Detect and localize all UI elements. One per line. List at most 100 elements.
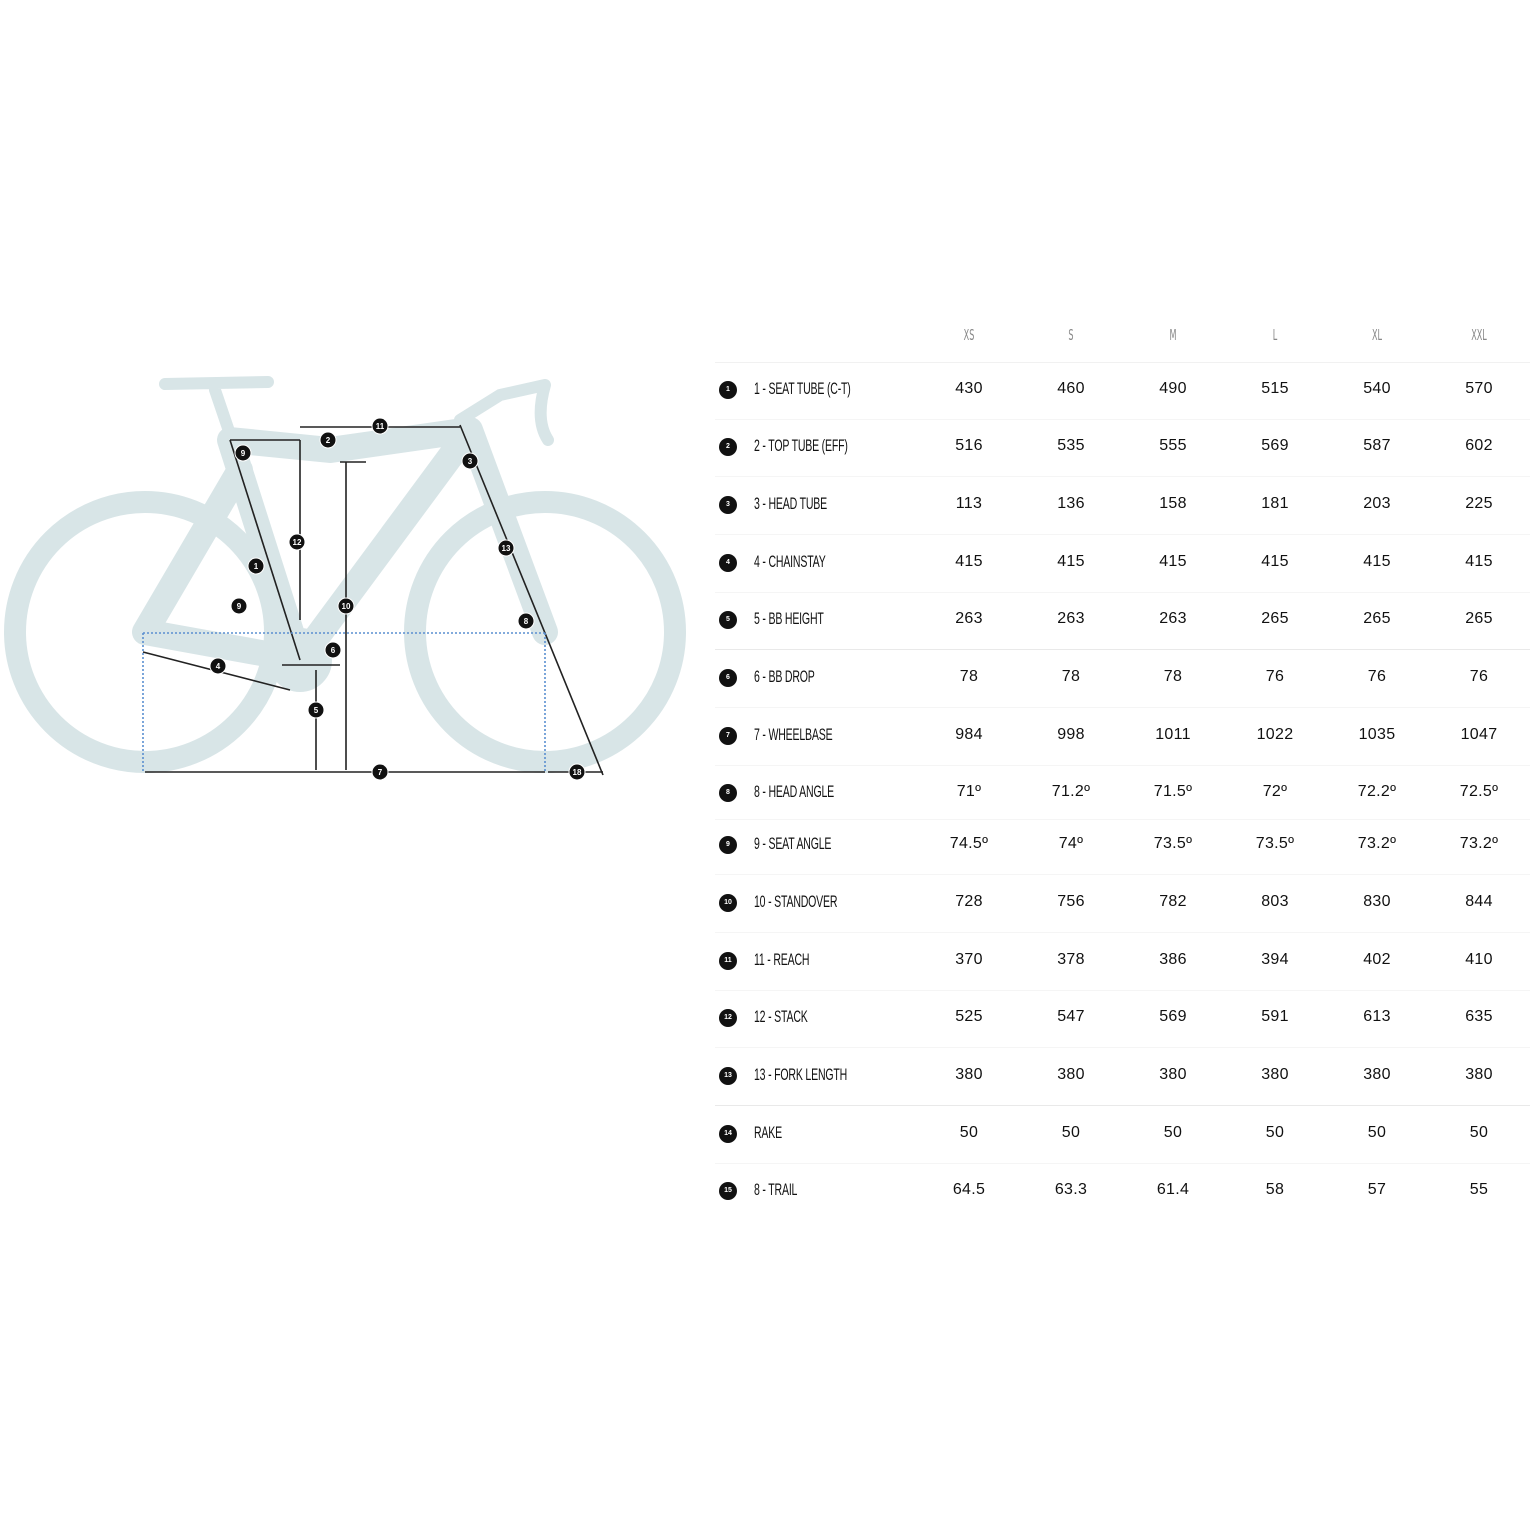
row-divider — [715, 591, 1530, 593]
size-header-xxl: XXL — [1471, 326, 1487, 344]
row-divider — [715, 989, 1530, 991]
table-cell: 569 — [1261, 437, 1289, 454]
table-cell: 515 — [1261, 380, 1289, 397]
table-cell: 50 — [1265, 1124, 1285, 1141]
table-cell: 613 — [1363, 1008, 1391, 1025]
table-cell: 570 — [1465, 380, 1493, 397]
diagram-marker-label: 4 — [216, 662, 221, 671]
table-cell: 225 — [1465, 495, 1493, 512]
table-cell: 50 — [1367, 1124, 1387, 1141]
table-cell: 555 — [1159, 437, 1187, 454]
table-cell: 635 — [1465, 1008, 1493, 1025]
row-number-badge: 10 — [719, 894, 737, 912]
saddle — [159, 376, 274, 446]
table-cell: 55 — [1469, 1181, 1489, 1198]
table-cell: 1022 — [1256, 726, 1294, 743]
diagram-marker-6: 6 — [324, 641, 342, 659]
table-cell: 386 — [1159, 951, 1187, 968]
table-cell: 394 — [1261, 951, 1289, 968]
size-header-s: S — [1068, 326, 1074, 344]
diagram-marker-3: 3 — [461, 452, 479, 470]
row-divider — [715, 707, 1530, 708]
row-divider — [715, 1105, 1530, 1106]
diagram-marker-label: 9 — [237, 602, 242, 611]
table-cell: 50 — [959, 1124, 979, 1141]
row-label: 11 - REACH — [754, 950, 810, 969]
table-cell: 415 — [1465, 553, 1493, 570]
table-cell: 1047 — [1460, 726, 1498, 743]
row-label: 5 - BB HEIGHT — [754, 609, 824, 628]
diagram-marker-label: 2 — [326, 436, 331, 445]
size-header-l: L — [1272, 326, 1278, 344]
row-divider — [715, 1047, 1530, 1048]
diagram-marker-5: 5 — [307, 701, 325, 719]
row-label: 8 - HEAD ANGLE — [754, 782, 834, 801]
table-cell: 158 — [1159, 495, 1187, 512]
table-cell: 63.3 — [1054, 1181, 1088, 1198]
table-cell: 73.5º — [1153, 835, 1193, 852]
row-label: 2 - TOP TUBE (EFF) — [754, 436, 848, 455]
row-divider — [715, 1162, 1530, 1164]
row-divider — [715, 932, 1530, 933]
row-number-badge: 11 — [719, 952, 737, 970]
table-cell: 73.2º — [1357, 835, 1397, 852]
table-cell: 803 — [1261, 893, 1289, 910]
table-cell: 78 — [1163, 668, 1183, 685]
table-cell: 490 — [1159, 380, 1187, 397]
table-cell: 73.5º — [1255, 835, 1295, 852]
row-number-badge: 6 — [719, 669, 737, 687]
row-label: 1 - SEAT TUBE (C-T) — [754, 379, 851, 398]
diagram-marker-label: 3 — [468, 457, 473, 466]
table-cell: 72.5º — [1459, 783, 1499, 800]
table-cell: 415 — [1261, 553, 1289, 570]
table-cell: 1011 — [1155, 726, 1191, 743]
table-cell: 602 — [1465, 437, 1493, 454]
table-cell: 380 — [1465, 1066, 1493, 1083]
table-cell: 61.4 — [1156, 1181, 1190, 1198]
table-cell: 540 — [1363, 380, 1391, 397]
row-number-badge: 3 — [719, 496, 737, 514]
table-cell: 76 — [1367, 668, 1387, 685]
table-cell: 591 — [1261, 1008, 1289, 1025]
table-cell: 57 — [1367, 1181, 1387, 1198]
table-cell: 74º — [1058, 835, 1084, 852]
row-label: 8 - TRAIL — [754, 1180, 798, 1199]
table-cell: 547 — [1057, 1008, 1085, 1025]
frame — [132, 417, 558, 673]
row-number-badge: 12 — [719, 1009, 737, 1027]
table-cell: 50 — [1469, 1124, 1489, 1141]
table-cell: 73.2º — [1459, 835, 1499, 852]
row-divider — [715, 649, 1530, 650]
table-cell: 265 — [1363, 610, 1391, 627]
row-label: RAKE — [754, 1123, 782, 1142]
row-number-badge: 1 — [719, 381, 737, 399]
row-number-badge: 2 — [719, 438, 737, 456]
table-cell: 415 — [1159, 553, 1187, 570]
diagram-marker-11: 11 — [371, 417, 389, 435]
table-cell: 525 — [955, 1008, 983, 1025]
bike-silhouette — [4, 376, 686, 773]
table-cell: 998 — [1057, 726, 1085, 743]
rear-wheel — [4, 491, 286, 773]
diagram-marker-7: 7 — [371, 763, 389, 781]
size-header-m: M — [1169, 326, 1177, 344]
row-number-badge: 8 — [719, 784, 737, 802]
diagram-marker-10: 10 — [337, 597, 355, 615]
table-cell: 78 — [1061, 668, 1081, 685]
diagram-marker-12: 12 — [288, 533, 306, 551]
table-cell: 587 — [1363, 437, 1391, 454]
row-label: 10 - STANDOVER — [754, 892, 838, 911]
table-cell: 50 — [1163, 1124, 1183, 1141]
table-cell: 380 — [1057, 1066, 1085, 1083]
diagram-marker-label: 11 — [376, 422, 385, 431]
row-divider — [715, 362, 1530, 363]
diagram-marker-label: 7 — [378, 768, 383, 777]
table-cell: 50 — [1061, 1124, 1081, 1141]
table-cell: 535 — [1057, 437, 1085, 454]
table-cell: 430 — [955, 380, 983, 397]
row-label: 3 - HEAD TUBE — [754, 494, 827, 513]
table-cell: 71.5º — [1153, 783, 1193, 800]
table-cell: 203 — [1363, 495, 1391, 512]
